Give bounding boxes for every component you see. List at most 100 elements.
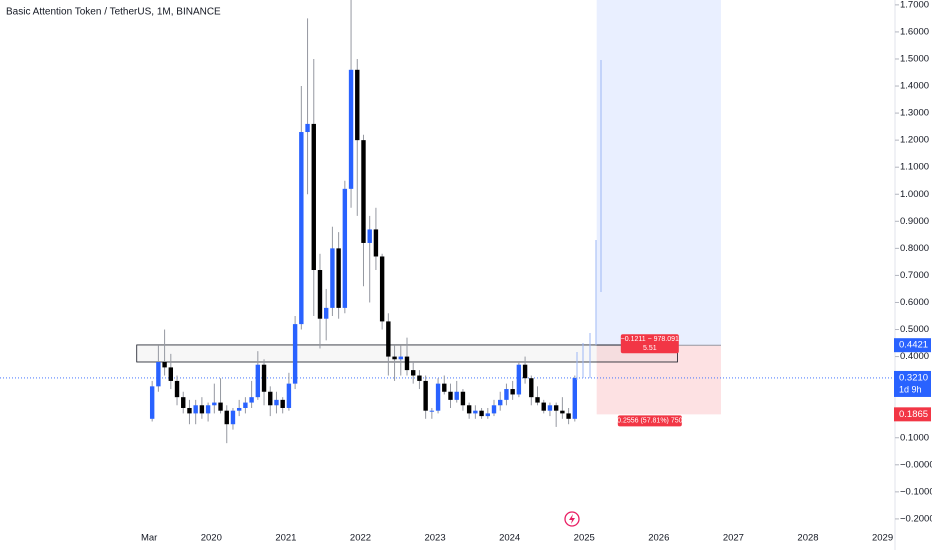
target-area [596, 0, 721, 346]
y-tick-label: 1.5000 [900, 53, 929, 64]
candle-body [367, 229, 372, 243]
candle-body [566, 413, 571, 419]
candle-body [448, 391, 453, 400]
candle-body [473, 410, 478, 414]
candle-body [504, 389, 509, 400]
chart-title: Basic Attention Token / TetherUS, 1M, BI… [6, 7, 221, 18]
candle-body [466, 405, 472, 414]
candle-body [218, 402, 223, 411]
candle-body [572, 377, 578, 419]
candle-body [516, 364, 522, 395]
y-tick-label: −0.1000 [900, 486, 932, 497]
candle-body [274, 399, 279, 406]
candle-body [255, 364, 261, 398]
candle-body [560, 410, 565, 414]
candle-body [286, 383, 292, 408]
target-label: −0.1211 − 978.091 [621, 336, 679, 343]
stop-label-box [617, 415, 682, 427]
candle-body [522, 364, 528, 379]
stop-area [596, 345, 721, 415]
y-tick-label: 1.7000 [900, 0, 929, 10]
y-tick-label: 1.6000 [900, 26, 929, 37]
candle-body [498, 399, 503, 406]
candle-body [193, 405, 198, 414]
y-tick-label: 0.8000 [900, 243, 929, 254]
flash-icon [564, 511, 580, 527]
candle-body [417, 375, 422, 381]
plot-area [0, 0, 895, 444]
candle-body [243, 402, 248, 408]
y-tick-label: −0.2000 [900, 513, 932, 524]
candle-body [261, 364, 267, 392]
y-tick-label: −0.0000 [900, 459, 932, 470]
candle-body [292, 324, 298, 384]
x-tick-label: 2025 [574, 533, 595, 544]
y-tick-label: 1.1000 [900, 162, 929, 173]
candle-body [379, 256, 385, 322]
candle-body [553, 405, 559, 411]
target-sublabel: 5.51 [643, 345, 657, 352]
candle-body [317, 270, 323, 319]
x-tick-label: 2023 [424, 533, 445, 544]
candle-body [236, 407, 242, 411]
candle-body [491, 405, 497, 414]
candle-body [305, 123, 310, 133]
candle-body [199, 405, 205, 414]
candle-body [149, 386, 155, 419]
candle-body [460, 391, 466, 406]
candle-body [205, 405, 211, 414]
candle-body [541, 402, 546, 411]
x-tick-label: 2029 [872, 533, 893, 544]
candle-body [510, 389, 515, 395]
candle-body [330, 248, 335, 308]
y-tick-label: 0.4000 [900, 351, 929, 362]
candle-body [392, 356, 397, 360]
candle-body [429, 410, 435, 412]
candle-body [435, 383, 441, 411]
candle-body [230, 410, 236, 425]
candle-body [547, 405, 553, 411]
candle-body [442, 383, 447, 392]
candle-body [336, 248, 341, 308]
candle-body [348, 69, 354, 189]
candle-body [299, 132, 304, 325]
y-tick-label: 0.9000 [900, 216, 929, 227]
candle-body [355, 69, 360, 141]
x-tick-label: 2026 [648, 533, 669, 544]
y-tick-label: 1.4000 [900, 81, 929, 92]
candle-body [404, 356, 410, 371]
x-tick-label: Mar [141, 533, 157, 544]
x-tick-label: 2021 [275, 533, 296, 544]
candle-body [249, 397, 254, 403]
candle-body [361, 140, 366, 243]
candle-body [311, 123, 316, 271]
y-tick-label: 1.3000 [900, 108, 929, 119]
candle-body [224, 410, 229, 425]
y-tick-label: 0.1000 [900, 432, 929, 443]
x-tick-label: 2022 [350, 533, 371, 544]
candle-body [162, 361, 167, 368]
x-tick-label: 2027 [723, 533, 744, 544]
candle-body [535, 397, 540, 403]
y-tick-label: 1.2000 [900, 135, 929, 146]
candle-body [342, 188, 348, 308]
y-tick-label: 0.6000 [900, 297, 929, 308]
candle-body [479, 410, 484, 417]
price-marker-label: 0.4421 [899, 340, 928, 351]
y-tick-label: 0.7000 [900, 270, 929, 281]
candle-body [485, 413, 490, 417]
candle-body [398, 356, 403, 360]
x-tick-label: 2024 [499, 533, 520, 544]
candle-body [386, 321, 391, 357]
candle-body [174, 380, 180, 398]
candle-body [411, 370, 416, 376]
price-marker-label: 0.1865 [899, 409, 928, 420]
candle-body [156, 361, 161, 387]
candle-body [187, 407, 192, 414]
projection-lines [576, 60, 602, 380]
candle-body [454, 391, 459, 400]
candle-body [280, 399, 285, 408]
candle-body [373, 229, 379, 257]
y-tick-label: 1.0000 [900, 189, 929, 200]
